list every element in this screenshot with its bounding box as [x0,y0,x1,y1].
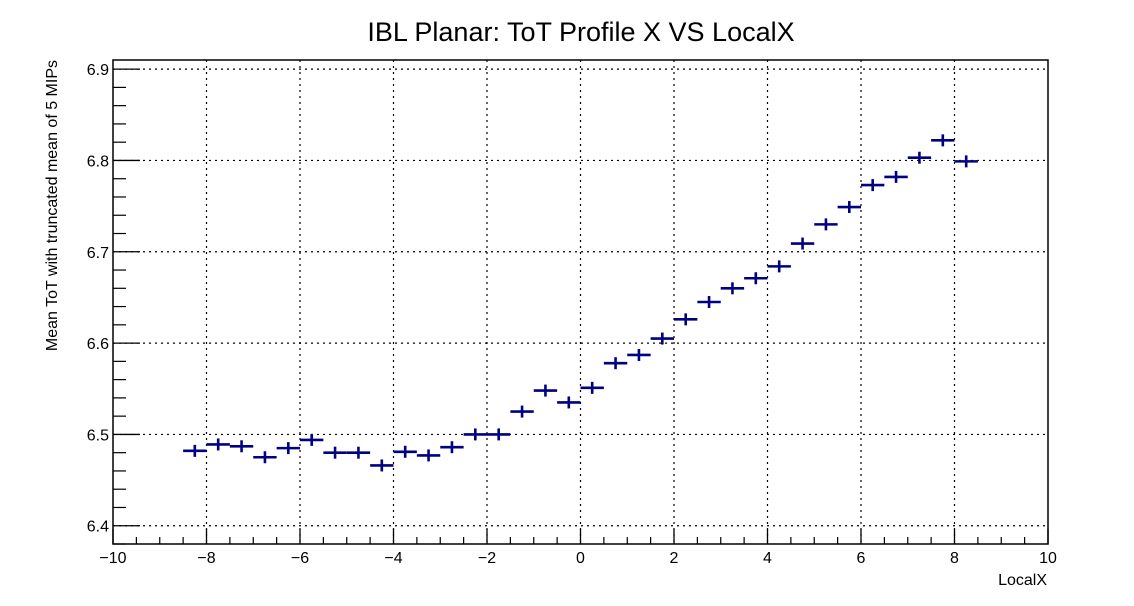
data-point [487,428,511,441]
y-tick-label: 6.4 [87,519,109,536]
x-axis-label: LocalX [998,572,1047,589]
data-point [346,446,371,459]
x-tick-label: 8 [950,550,959,567]
data-point [697,296,721,308]
data-point [393,445,417,458]
chart-title: IBL Planar: ToT Profile X VS LocalX [367,17,794,47]
grid-lines [113,60,1048,544]
data-point [229,440,254,453]
x-tick-label: −10 [99,550,126,567]
x-tick-label: 6 [857,550,866,567]
x-tick-label: 4 [763,550,772,567]
data-point [416,449,441,462]
data-point [744,272,768,285]
x-tick-label: −4 [384,550,402,567]
data-point [837,201,861,214]
data-point [603,357,628,370]
data-point [954,155,978,168]
y-tick-label: 6.9 [87,62,109,79]
data-point [790,237,815,250]
data-point [580,381,604,394]
data-point [370,459,394,472]
data-point [183,444,207,457]
x-tick-label: −2 [478,550,496,567]
x-axis-ticks: −10 −8 −6 −4 −2 0 2 4 6 8 10 [99,529,1057,567]
data-point [463,428,487,441]
data-point [884,170,908,183]
data-point [650,332,674,345]
x-tick-label: −8 [197,550,215,567]
y-tick-label: 6.7 [87,245,109,262]
data-point [533,384,558,397]
y-tick-label: 6.6 [87,336,109,353]
y-axis-label: Mean ToT with truncated mean of 5 MIPs [44,60,61,351]
data-point [720,282,745,295]
data-point [557,396,581,409]
y-axis-ticks: 6.4 6.5 6.6 6.7 6.8 6.9 [87,62,140,545]
x-tick-label: −6 [291,550,309,567]
x-tick-label: 0 [576,550,585,567]
data-point [861,179,885,192]
data-point [674,313,698,326]
data-point [767,260,791,273]
y-tick-label: 6.8 [87,153,109,170]
x-tick-label: 2 [670,550,679,567]
data-point [931,134,955,147]
data-point [440,441,464,454]
data-point [300,433,324,446]
x-tick-label: 10 [1039,550,1057,567]
data-point [206,438,230,451]
data-point [627,348,651,361]
data-point [510,405,534,418]
data-point [253,451,277,464]
y-tick-label: 6.5 [87,427,109,444]
data-point [907,151,932,164]
data-points [183,134,978,472]
data-point [276,442,300,455]
data-point [814,218,838,231]
data-point [323,446,347,459]
